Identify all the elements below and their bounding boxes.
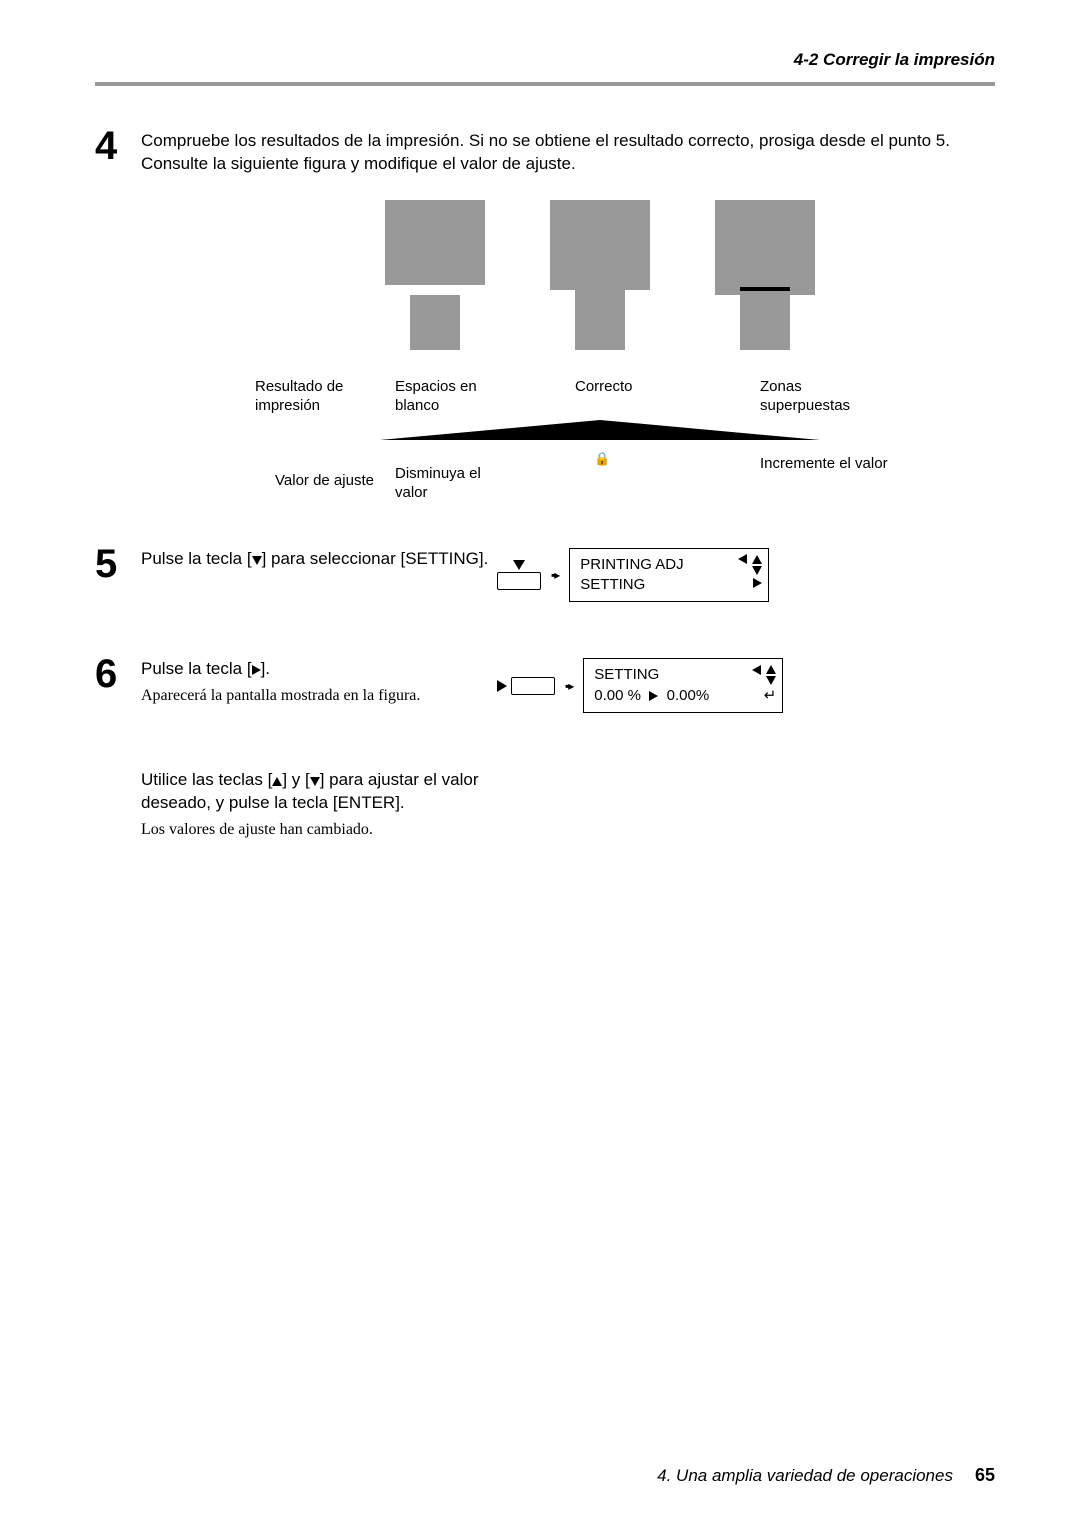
down-arrow-icon bbox=[252, 556, 262, 565]
lcd-line: PRINTING ADJ bbox=[580, 555, 760, 575]
text-fragment: ] para seleccionar [SETTING]. bbox=[262, 549, 489, 568]
text-fragment: ] para ajustar el valor bbox=[320, 770, 479, 789]
page-header: 4-2 Corregir la impresión bbox=[95, 50, 995, 70]
fig-rect bbox=[715, 200, 815, 295]
lock-icon: 🔒 bbox=[594, 450, 610, 469]
fig-rect bbox=[410, 295, 460, 350]
text-fragment: deseado, y pulse la tecla [ bbox=[141, 793, 338, 812]
text-fragment: ENTER]. bbox=[338, 793, 405, 812]
text-fragment: ]. bbox=[261, 659, 270, 678]
key-right-button[interactable] bbox=[497, 677, 555, 695]
footer-section: 4. Una amplia variedad de operaciones bbox=[657, 1466, 953, 1486]
down-arrow-icon bbox=[513, 560, 525, 570]
step-6-number: 6 bbox=[95, 654, 141, 694]
step-4: 4 Compruebe los resultados de la impresi… bbox=[95, 126, 995, 176]
fig-label-adjust: Valor de ajuste bbox=[275, 472, 375, 491]
step-5-text: Pulse la tecla [ ] para seleccionar [SETT… bbox=[141, 544, 495, 571]
step-6: 6 Pulse la tecla []. Aparecerá la pantal… bbox=[95, 654, 995, 713]
lcd-value: 0.00 % bbox=[594, 687, 641, 704]
text-fragment: Utilice las teclas [ bbox=[141, 770, 272, 789]
lcd-display-printing-adj: PRINTING ADJ SETTING bbox=[569, 548, 769, 603]
lcd-line: SETTING bbox=[580, 575, 760, 595]
step-7: Utilice las teclas [ ] y [ ] para ajustar … bbox=[95, 765, 995, 840]
right-arrow-icon bbox=[252, 665, 261, 675]
fig-wedge-right bbox=[600, 420, 820, 440]
dots-icon: ▪▸ bbox=[565, 679, 573, 693]
footer-page-number: 65 bbox=[975, 1465, 995, 1486]
fig-label-gaps: Espacios en blanco bbox=[395, 378, 505, 416]
fig-rect bbox=[740, 291, 790, 350]
figure-print-adjustment: Resultado de impresión Espacios en blanc… bbox=[265, 200, 905, 520]
lcd-nav-icons bbox=[738, 553, 763, 588]
header-rule bbox=[95, 82, 995, 86]
fig-label-increase: Incremente el valor bbox=[760, 455, 890, 474]
step-5: 5 Pulse la tecla [ ] para seleccionar [SE… bbox=[95, 544, 995, 603]
fig-rect bbox=[550, 200, 650, 290]
text-fragment: Pulse la tecla [ bbox=[141, 549, 252, 568]
step-4-number: 4 bbox=[95, 126, 141, 166]
fig-rect bbox=[385, 200, 485, 285]
key-outline bbox=[511, 677, 555, 695]
lcd-line: 0.00 % 0.00% bbox=[594, 686, 774, 706]
right-arrow-icon bbox=[649, 691, 658, 701]
dots-icon: ▪▸ bbox=[551, 568, 559, 582]
down-arrow-icon bbox=[310, 777, 320, 786]
text-fragment: ] y [ bbox=[282, 770, 309, 789]
lcd-line: SETTING bbox=[594, 665, 774, 685]
right-arrow-icon bbox=[497, 680, 507, 692]
step-7-subtext: Los valores de ajuste han cambiado. bbox=[141, 819, 655, 841]
fig-wedge-left bbox=[380, 420, 600, 440]
lcd-nav-icons: ↵ bbox=[752, 663, 777, 703]
step-5-number: 5 bbox=[95, 544, 141, 584]
up-arrow-icon bbox=[272, 777, 282, 786]
fig-label-overlap: Zonas superpuestas bbox=[760, 378, 890, 416]
lcd-display-setting: SETTING 0.00 % 0.00% ↵ bbox=[583, 658, 783, 713]
key-outline bbox=[497, 572, 541, 590]
page-footer: 4. Una amplia variedad de operaciones 65 bbox=[657, 1465, 995, 1486]
fig-rect bbox=[575, 290, 625, 350]
fig-label-decrease: Disminuya el valor bbox=[395, 465, 505, 503]
key-down-button[interactable] bbox=[497, 560, 541, 590]
step-6-text: Pulse la tecla []. Aparecerá la pantalla… bbox=[141, 654, 495, 707]
lcd-value: 0.00% bbox=[667, 687, 710, 704]
step-6-subtext: Aparecerá la pantalla mostrada en la fig… bbox=[141, 685, 495, 707]
fig-label-result: Resultado de impresión bbox=[255, 378, 365, 416]
fig-label-correct: Correcto bbox=[575, 378, 685, 397]
step-7-text: Utilice las teclas [ ] y [ ] para ajustar … bbox=[141, 765, 655, 840]
text-fragment: Pulse la tecla [ bbox=[141, 659, 252, 678]
step-4-text: Compruebe los resultados de la impresión… bbox=[141, 126, 995, 176]
